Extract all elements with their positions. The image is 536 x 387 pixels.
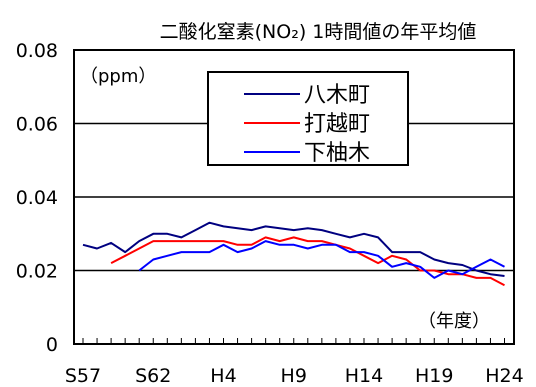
y-tick-label: 0 [46,334,58,356]
legend-box [207,71,409,166]
y-tick-label: 0.04 [16,187,58,209]
x-tick-label: H19 [415,365,453,387]
x-tick-label: H4 [210,365,236,387]
series-line-3 [138,240,505,279]
x-axis-label: （年度） [418,311,490,332]
x-axis-ticks: S57 S62 H4 H9 H14 H19 H24 [65,338,524,387]
x-tick-label: S57 [65,365,101,387]
legend-label-2: 打越町 [304,112,370,137]
x-tick-label: S62 [135,365,171,387]
chart-title: 二酸化窒素(NO₂) 1時間値の年平均値 [160,21,477,43]
legend-label-1: 八木町 [304,83,370,108]
series-line-1 [82,221,505,277]
legend-label-3: 下柚木 [304,141,370,166]
x-tick-label: H14 [345,365,383,387]
plot-area [73,49,515,345]
y-tick-label: 0.06 [16,114,58,136]
x-tick-label: H24 [485,365,523,387]
y-axis-ticks: 0 0.02 0.04 0.06 0.08 [16,40,58,356]
y-tick-label: 0.02 [16,261,58,283]
y-tick-label: 0.08 [16,40,58,62]
series-lines [82,221,505,287]
unit-label: （ppm） [80,66,156,87]
x-tick-label: H9 [281,365,307,387]
series-line-2 [110,236,505,287]
